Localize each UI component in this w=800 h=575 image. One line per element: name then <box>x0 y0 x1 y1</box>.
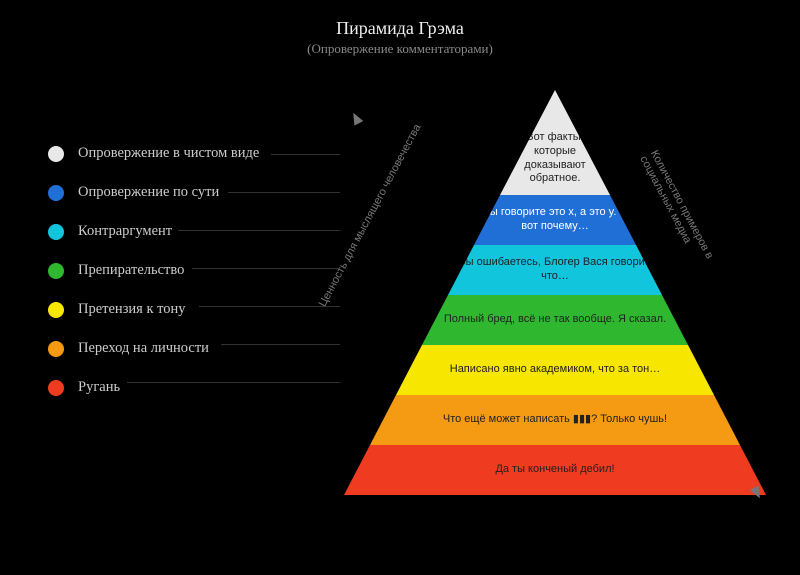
leader-line <box>178 230 340 231</box>
pyramid-layer: Что ещё может написать ▮▮▮? Только чушь! <box>370 395 740 445</box>
pyramid-layer: Вы говорите это x, а это y. И вот почему… <box>474 195 636 245</box>
pyramid-layer: Полный бред, всё не так вообще. Я сказал… <box>422 295 688 345</box>
leader-line <box>271 154 340 155</box>
leader-line <box>221 344 340 345</box>
pyramid-layer-text: Да ты конченый дебил! <box>495 463 614 477</box>
pyramid-layer: Да ты конченый дебил! <box>344 445 766 495</box>
pyramid-layer: Написано явно академиком, что за тон… <box>396 345 714 395</box>
leader-line <box>192 268 340 269</box>
legend-label: Претензия к тону <box>78 301 186 318</box>
leader-line <box>228 192 340 193</box>
legend-label: Опровержение в чистом виде <box>78 145 259 162</box>
legend-label: Ругань <box>78 379 120 396</box>
pyramid-layer: Вы ошибаетесь, Блогер Вася говорит, что… <box>448 245 662 295</box>
legend-dot-icon <box>48 341 64 357</box>
legend-label: Опровержение по сути <box>78 184 219 201</box>
legend-item: Претензия к тону <box>48 301 259 318</box>
legend-label: Контраргумент <box>78 223 172 240</box>
legend-item: Опровержение в чистом виде <box>48 145 259 162</box>
legend-dot-icon <box>48 263 64 279</box>
pyramid-layer-text: Полный бред, всё не так вообще. Я сказал… <box>444 313 666 327</box>
legend-item: Контраргумент <box>48 223 259 240</box>
legend-dot-icon <box>48 224 64 240</box>
legend-item: Препирательство <box>48 262 259 279</box>
page-subtitle: (Опровержение комментаторами) <box>0 41 800 57</box>
legend-item: Переход на личности <box>48 340 259 357</box>
legend-dot-icon <box>48 302 64 318</box>
pyramid-layer-text: Вы говорите это x, а это y. И вот почему… <box>480 206 630 234</box>
pyramid-layer-text: Что ещё может написать ▮▮▮? Только чушь! <box>443 413 667 427</box>
legend-label: Переход на личности <box>78 340 209 357</box>
legend-dot-icon <box>48 185 64 201</box>
leader-line <box>199 306 340 307</box>
page-title: Пирамида Грэма <box>0 18 800 39</box>
legend-dot-icon <box>48 380 64 396</box>
leader-line <box>127 382 340 383</box>
legend-label: Препирательство <box>78 262 184 279</box>
legend: Опровержение в чистом виде Опровержение п… <box>48 145 259 418</box>
pyramid-layer-text: Вот факты, которые доказывают обратное. <box>506 131 604 186</box>
pyramid-layer: Вот факты, которые доказывают обратное. <box>500 90 610 195</box>
legend-dot-icon <box>48 146 64 162</box>
pyramid-layer-text: Вы ошибаетесь, Блогер Вася говорит, что… <box>454 256 656 284</box>
pyramid-layer-text: Написано явно академиком, что за тон… <box>450 363 660 377</box>
